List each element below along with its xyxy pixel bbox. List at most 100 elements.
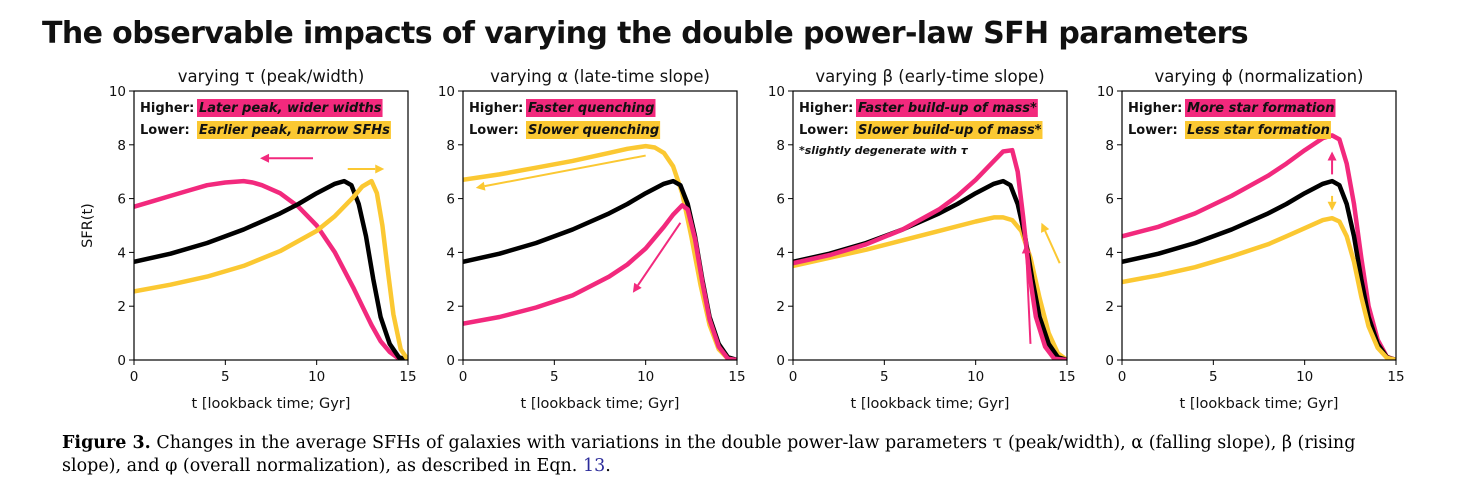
series-line-1 [134, 178, 408, 360]
caption-eqn-ref[interactable]: 13 [582, 456, 606, 476]
arrow-head-1 [475, 181, 486, 191]
arrow-head-2 [1327, 201, 1337, 211]
legend-highlight [856, 99, 1038, 117]
legend-highlight [1185, 121, 1331, 139]
x-tick-label: 10 [637, 369, 654, 385]
figure-panels: varying τ (peak/width) 0 5 10 15 0 2 4 6 8 10 t [lo… [80, 67, 1405, 412]
legend-prefix: Lower: [469, 123, 519, 138]
arrow-shaft-1 [484, 154, 646, 188]
y-tick-label: 2 [446, 299, 455, 315]
arrow-head-1 [1021, 244, 1031, 254]
series-line-1 [1122, 133, 1396, 360]
y-tick-label: 8 [446, 138, 455, 154]
y-tick-label: 4 [776, 245, 785, 261]
legend-note: *slightly degenerate with τ [799, 144, 969, 157]
legend-prefix: Lower: [140, 123, 190, 138]
legend-highlight [526, 99, 656, 117]
x-tick-label: 0 [130, 369, 139, 385]
y-tick-label: 2 [1105, 299, 1114, 315]
x-axis-label: t [lookback time; Gyr] [192, 396, 351, 412]
panel-title: varying ϕ (normalization) [1155, 67, 1364, 86]
y-tick-label: 4 [117, 245, 126, 261]
arrow-head-2 [1041, 222, 1050, 233]
arrow-head-2 [632, 282, 642, 293]
legend-highlight [197, 99, 383, 117]
legend-text: Earlier peak, narrow SFHs [199, 123, 390, 138]
y-tick-label: 6 [1105, 192, 1114, 208]
figure-caption: Figure 3. Changes in the average SFHs of… [62, 432, 1402, 478]
x-tick-label: 10 [308, 369, 325, 385]
panel-3: varying β (early-time slope) 0 5 10 15 0 2 4 6 8 1… [768, 67, 1076, 412]
y-tick-label: 2 [117, 299, 126, 315]
panel-title: varying τ (peak/width) [178, 67, 365, 86]
legend-text: More star formation [1187, 101, 1334, 116]
legend-text: Less star formation [1187, 123, 1330, 138]
x-axis-label: t [lookback time; Gyr] [1180, 396, 1339, 412]
x-tick-label: 15 [399, 369, 416, 385]
caption-text: Changes in the average SFHs of galaxies … [62, 433, 1356, 476]
x-tick-label: 5 [221, 369, 230, 385]
x-tick-label: 5 [1209, 369, 1218, 385]
arrow-head-1 [260, 153, 270, 163]
y-tick-label: 0 [117, 353, 126, 369]
panel-2: varying α (late-time slope) 0 5 10 15 0 2 4 6 8 10… [438, 67, 746, 412]
x-tick-label: 0 [789, 369, 798, 385]
x-tick-label: 0 [1118, 369, 1127, 385]
y-tick-label: 0 [776, 353, 785, 369]
series-line-3 [463, 203, 737, 360]
series-line-2 [793, 178, 1067, 360]
axes-frame [1121, 90, 1397, 361]
x-tick-label: 5 [880, 369, 889, 385]
y-tick-label: 6 [776, 192, 785, 208]
legend-prefix: Higher: [1128, 101, 1182, 116]
series-line-3 [793, 147, 1067, 360]
legend-highlight [197, 121, 391, 139]
y-axis-label: SFR(t) [80, 203, 96, 248]
x-tick-label: 15 [728, 369, 745, 385]
legend-text: Faster build-up of mass* [858, 101, 1037, 116]
legend-text: Slower quenching [528, 123, 659, 138]
series-line-2 [1122, 178, 1396, 360]
arrow-head-1 [1327, 151, 1337, 161]
arrow-head-2 [375, 164, 385, 174]
y-tick-label: 10 [109, 84, 126, 100]
legend-highlight [526, 121, 661, 139]
caption-label: Figure 3. [62, 433, 151, 453]
legend-highlight [856, 121, 1043, 139]
series-line-2 [134, 178, 408, 360]
series-line-3 [1122, 215, 1396, 360]
x-tick-label: 0 [459, 369, 468, 385]
figure-title: The observable impacts of varying the do… [41, 16, 1249, 51]
series-line-3 [134, 178, 408, 360]
x-tick-label: 10 [967, 369, 984, 385]
axes-frame [133, 90, 409, 361]
series-line-1 [793, 215, 1067, 360]
y-tick-label: 10 [1097, 84, 1114, 100]
y-tick-label: 8 [1105, 138, 1114, 154]
axes-frame [462, 90, 738, 361]
panel-1: varying τ (peak/width) 0 5 10 15 0 2 4 6 8 10 t [lo… [80, 67, 417, 412]
axes-frame [792, 90, 1068, 361]
legend-prefix: Higher: [799, 101, 853, 116]
arrow-shaft-1 [1025, 253, 1032, 344]
x-axis-label: t [lookback time; Gyr] [521, 396, 680, 412]
arrow-shaft-2 [1044, 230, 1061, 264]
legend-text: Slower build-up of mass* [858, 123, 1042, 138]
y-tick-label: 0 [1105, 353, 1114, 369]
panel-title: varying β (early-time slope) [815, 67, 1044, 86]
panel-title: varying α (late-time slope) [490, 67, 710, 86]
x-tick-label: 10 [1296, 369, 1313, 385]
x-tick-label: 15 [1387, 369, 1404, 385]
legend-prefix: Higher: [140, 101, 194, 116]
y-tick-label: 4 [446, 245, 455, 261]
legend-prefix: Lower: [1128, 123, 1178, 138]
arrow-shaft-2 [637, 222, 682, 286]
x-tick-label: 15 [1058, 369, 1075, 385]
legend-prefix: Higher: [469, 101, 523, 116]
panel-4: varying ϕ (normalization) 0 5 10 15 0 2 4 6 8 10 t … [1097, 67, 1405, 412]
legend-highlight [1185, 99, 1336, 117]
y-tick-label: 0 [446, 353, 455, 369]
y-tick-label: 6 [117, 192, 126, 208]
x-tick-label: 5 [550, 369, 559, 385]
legend-text: Later peak, wider widths [199, 101, 382, 116]
